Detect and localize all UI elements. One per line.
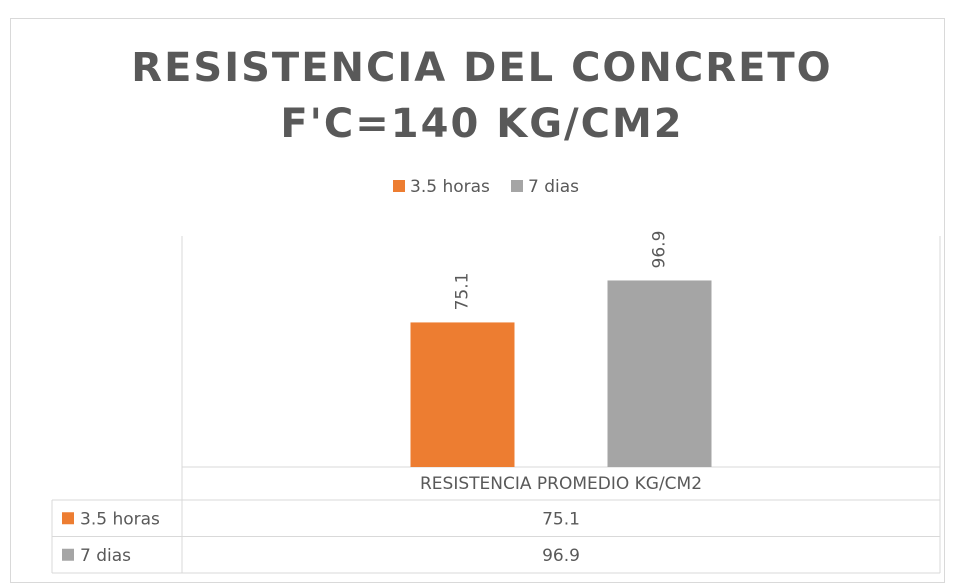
data-label: 96.9: [650, 231, 670, 269]
legend-swatch: [511, 180, 523, 192]
table-key: [62, 512, 74, 525]
legend-label: 7 dias: [528, 177, 579, 197]
bar: [607, 280, 712, 467]
legend-label: 3.5 horas: [410, 177, 490, 197]
chart-title: RESISTENCIA DEL CONCRETO F'C=140 KG/CM2: [131, 45, 832, 147]
table-row-label: 7 dias: [80, 546, 131, 566]
table-value: 75.1: [542, 509, 580, 529]
table-key: [62, 548, 74, 561]
bar: [410, 322, 515, 467]
chart-border: [10, 18, 945, 583]
data-label: 75.1: [453, 273, 473, 311]
x-tick-label: RESISTENCIA PROMEDIO KG/CM2: [420, 474, 702, 494]
legend-swatch: [393, 180, 405, 192]
table-value: 96.9: [542, 546, 580, 566]
table-row-label: 3.5 horas: [80, 509, 160, 529]
